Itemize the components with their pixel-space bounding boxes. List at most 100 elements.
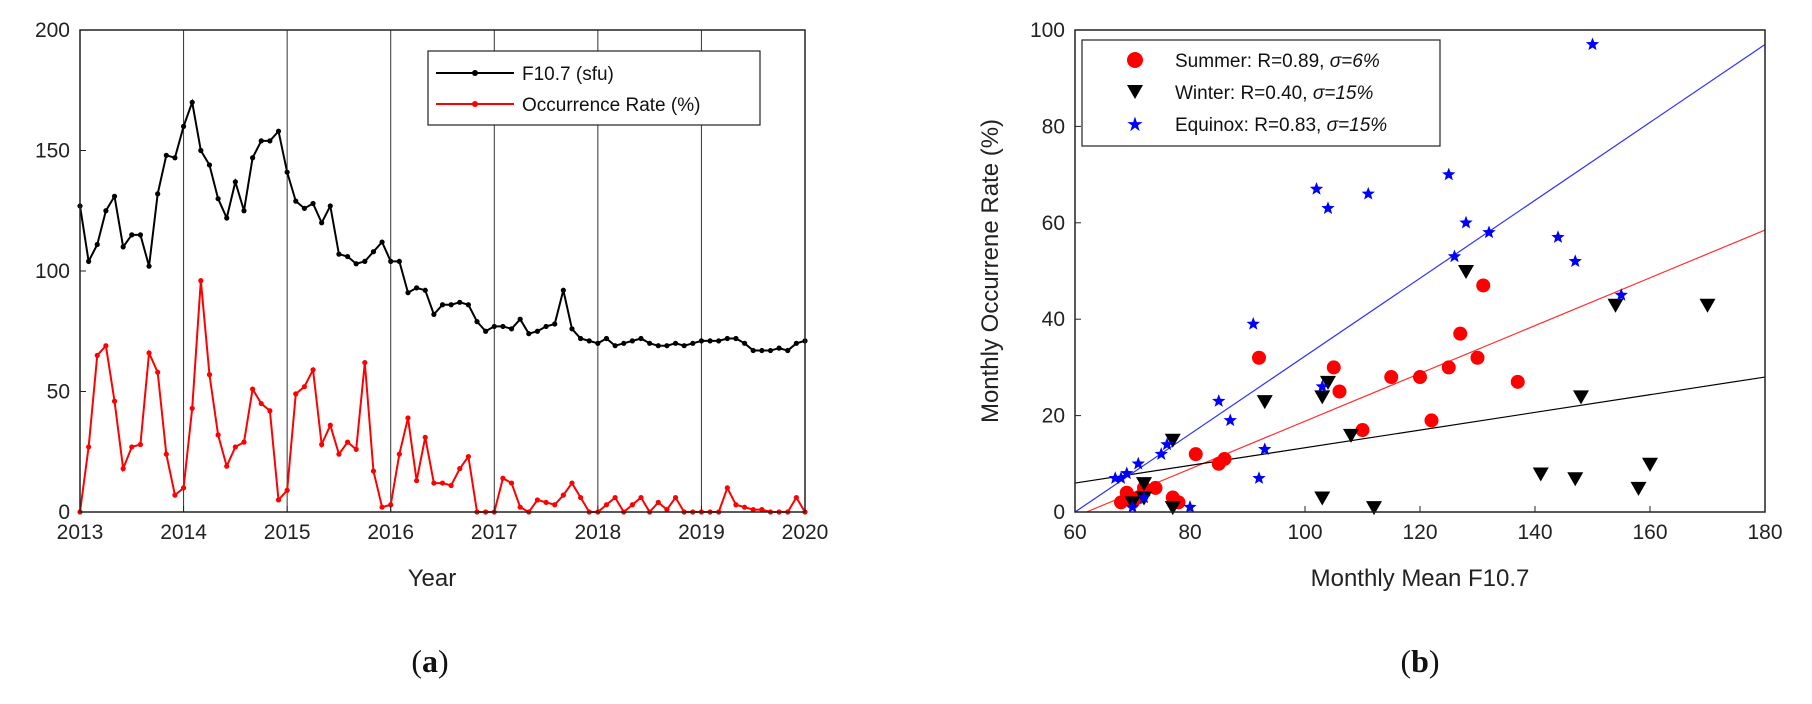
f107-point (776, 345, 782, 351)
occurrence-point (431, 480, 437, 486)
occurrence-point (457, 466, 463, 472)
equinox-point (1160, 437, 1174, 451)
occurrence-point (388, 502, 394, 508)
occurrence-point (146, 350, 152, 356)
equinox-point (1585, 37, 1600, 51)
panel-a-legend: F10.7 (sfu) Occurrence Rate (%) (427, 50, 761, 126)
f107-point (163, 152, 169, 158)
occurrence-point (198, 278, 204, 284)
f107-point (94, 241, 100, 248)
f107-point (431, 311, 437, 317)
occurrence-series-line (79, 280, 806, 514)
legend-occurrence-swatch-marker (472, 101, 478, 107)
occurrence-point (508, 480, 515, 486)
winter-point (1164, 501, 1181, 516)
occurrence-point (86, 444, 92, 450)
occurrence-point (327, 422, 333, 428)
winter-point (1164, 433, 1181, 448)
occurrence-point (439, 480, 446, 486)
f107-point (120, 244, 126, 250)
f107-point (224, 215, 230, 221)
winter-point (1366, 501, 1382, 516)
f107-point (577, 335, 584, 342)
equinox-point (1212, 394, 1226, 407)
equinox-point (1447, 249, 1462, 263)
equinox-point (1258, 442, 1272, 455)
winter-point (1320, 375, 1336, 390)
occurrence-point (759, 506, 765, 513)
f107-point (750, 347, 756, 354)
panel-a-legend-box (427, 50, 761, 126)
occurrence-point (793, 494, 799, 501)
occurrence-point (362, 359, 368, 366)
panel-b-caption: (b) (1400, 643, 1439, 679)
y-tick-label: 0 (58, 501, 70, 524)
f107-point (500, 323, 506, 330)
f107-point (198, 147, 204, 154)
occurrence-point (206, 372, 213, 378)
f107-point (612, 343, 618, 349)
winter-point (1699, 298, 1716, 313)
f107-point (741, 340, 748, 346)
winter-point (1573, 390, 1589, 405)
equinox-point (1442, 167, 1456, 181)
summer-point (1252, 350, 1266, 365)
occurrence-point (465, 453, 471, 460)
x-tick-label: 140 (1517, 521, 1552, 544)
f107-point (534, 328, 541, 334)
x-tick-label: 2017 (471, 521, 518, 544)
f107-point (629, 338, 635, 344)
occurrence-point (293, 391, 299, 397)
f107-point (137, 232, 144, 238)
occurrence-point (224, 463, 230, 469)
winter-point (1607, 298, 1624, 313)
panel-b-scatter-chart: 60 80 100 120 140 160 180 0 20 40 60 80 100 Monthly… (977, 19, 1783, 679)
f107-point (129, 232, 135, 238)
x-tick-label: 2015 (264, 521, 311, 544)
y-tick-label: 40 (1042, 308, 1065, 331)
summer-point (1441, 360, 1456, 375)
legend-f107-label: F10.7 (sfu) (522, 64, 614, 85)
f107-point (275, 128, 282, 134)
f107-point (707, 338, 713, 344)
winter-point (1256, 395, 1273, 410)
legend-occurrence-label: Occurrence Rate (%) (522, 95, 700, 116)
occurrence-point (129, 444, 135, 450)
f107-point (86, 258, 92, 264)
x-tick-label: 2014 (160, 521, 207, 544)
f107-point (301, 205, 308, 211)
summer-point (1188, 447, 1203, 462)
f107-point (655, 343, 661, 349)
occurrence-point (741, 504, 748, 510)
occurrence-point (344, 439, 351, 445)
summer-point (1355, 423, 1370, 438)
occurrence-point (655, 499, 661, 505)
occurrence-point (172, 492, 178, 498)
legend-summer-label: Summer: R=0.89, σ=6% (1175, 51, 1380, 72)
occurrence-point (612, 494, 618, 501)
f107-point (215, 196, 221, 202)
summer-point (1510, 374, 1525, 389)
occurrence-point (189, 405, 195, 411)
occurrence-point (379, 504, 385, 510)
panel-a-line-chart: 2013 2014 2015 2016 2017 2018 2019 2020 0 50 100 1… (35, 19, 828, 679)
occurrence-point (422, 434, 428, 440)
x-tick-label: 2018 (574, 521, 621, 544)
f107-point (189, 99, 195, 105)
occurrence-point (733, 502, 739, 508)
occurrence-point (111, 398, 118, 404)
legend-f107-swatch-marker (472, 70, 478, 76)
winter-point (1314, 390, 1331, 405)
fit-lines-group (1074, 43, 1766, 513)
f107-point (250, 155, 256, 161)
occurrence-point (672, 494, 679, 501)
x-tick-label: 120 (1402, 521, 1437, 544)
occurrence-point (396, 451, 402, 457)
summer-point (1453, 326, 1468, 341)
y-tick-label: 80 (1042, 115, 1065, 138)
f107-point (344, 253, 351, 260)
f107-point (370, 249, 377, 255)
panel-a-y-ticks: 0 50 100 150 200 (35, 19, 86, 524)
f107-point (508, 326, 515, 332)
f107-point (647, 340, 653, 346)
